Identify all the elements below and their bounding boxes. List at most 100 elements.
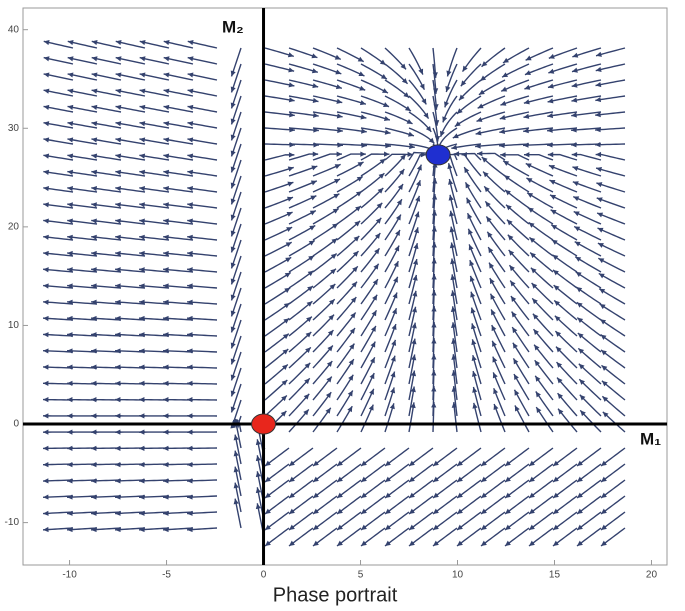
arrowhead <box>531 283 538 289</box>
arrowhead <box>233 434 239 441</box>
arrowhead <box>115 461 121 468</box>
arrowhead <box>447 163 453 170</box>
arrowhead <box>553 540 559 546</box>
arrowhead <box>431 210 438 216</box>
arrowhead <box>115 429 121 435</box>
arrowhead <box>523 142 529 148</box>
arrowhead <box>115 510 121 516</box>
arrowhead <box>475 143 481 149</box>
arrowhead <box>406 119 413 124</box>
arrowhead <box>187 186 194 192</box>
arrowhead <box>372 294 378 301</box>
arrowhead <box>574 226 581 232</box>
arrowhead <box>451 144 458 150</box>
arrowhead <box>523 113 530 119</box>
arrowhead <box>361 460 367 466</box>
arrowhead <box>457 492 463 498</box>
arrowhead <box>489 262 495 269</box>
arrowhead <box>289 524 295 530</box>
arrowhead <box>230 166 236 173</box>
arrowhead <box>287 196 293 202</box>
arrowhead <box>481 476 487 482</box>
arrowhead <box>347 406 353 413</box>
arrowhead <box>530 267 537 274</box>
arrowhead <box>312 83 319 89</box>
y-tick-label: 10 <box>8 320 20 331</box>
arrowhead <box>354 220 361 227</box>
arrowhead <box>230 230 236 237</box>
arrowhead <box>403 92 410 98</box>
arrowhead <box>357 162 364 167</box>
arrowhead <box>506 204 512 211</box>
arrowhead <box>163 348 169 354</box>
arrowhead <box>431 354 437 360</box>
arrowhead <box>454 121 461 127</box>
arrowhead <box>523 152 530 158</box>
arrowhead <box>355 191 362 197</box>
arrowhead <box>577 492 583 498</box>
arrowhead <box>409 460 415 466</box>
arrowhead <box>529 237 536 243</box>
arrowhead <box>529 460 535 466</box>
arrowhead <box>502 57 509 63</box>
arrowhead <box>578 348 585 354</box>
arrowhead <box>572 52 579 58</box>
arrowhead <box>481 508 487 514</box>
arrowhead <box>307 270 314 277</box>
arrowhead <box>327 330 334 336</box>
y-tick-label: 0 <box>13 419 19 430</box>
arrowhead <box>163 283 169 289</box>
arrowhead <box>43 56 50 62</box>
arrowhead <box>550 209 557 215</box>
arrowhead <box>67 153 74 159</box>
arrowhead <box>551 239 558 245</box>
arrowhead <box>288 82 295 88</box>
arrowhead <box>601 476 607 482</box>
arrowhead <box>432 194 438 200</box>
arrowhead <box>115 413 121 419</box>
arrowhead <box>265 540 271 546</box>
arrowhead <box>230 102 236 109</box>
arrowhead <box>311 68 318 74</box>
arrowhead <box>91 218 97 224</box>
arrowhead <box>578 363 585 370</box>
arrowhead <box>336 98 343 104</box>
arrowhead <box>313 112 319 118</box>
arrowhead <box>547 152 554 158</box>
arrowhead <box>514 389 520 396</box>
arrowhead <box>289 112 295 118</box>
arrowhead <box>285 257 292 263</box>
arrowhead <box>187 478 193 484</box>
arrowhead <box>187 250 193 257</box>
arrowhead <box>536 407 542 414</box>
arrowhead <box>67 494 73 500</box>
arrowhead <box>453 151 460 157</box>
arrowhead <box>255 439 261 446</box>
arrowhead <box>230 134 236 141</box>
arrowhead <box>233 466 239 473</box>
arrowhead <box>91 526 97 533</box>
arrowhead <box>471 339 477 346</box>
arrowhead <box>255 487 261 494</box>
arrowhead <box>400 63 407 70</box>
arrowhead <box>602 396 609 402</box>
arrowhead <box>439 130 445 137</box>
arrowhead <box>67 380 73 387</box>
arrowhead <box>601 524 607 530</box>
arrowhead <box>475 130 482 136</box>
arrowhead <box>432 178 438 184</box>
arrowhead <box>91 429 97 435</box>
arrowhead <box>265 460 271 466</box>
arrowhead <box>525 163 532 169</box>
arrowhead <box>571 142 577 148</box>
x-tick-label: 5 <box>358 570 364 581</box>
arrowhead <box>91 315 97 322</box>
arrowhead <box>280 410 287 417</box>
arrowhead <box>529 492 535 498</box>
arrowhead <box>67 186 74 192</box>
arrowhead <box>91 250 97 257</box>
arrowhead <box>163 526 169 533</box>
arrowhead <box>485 201 491 208</box>
arrowhead <box>359 100 366 106</box>
arrowhead <box>187 364 193 370</box>
